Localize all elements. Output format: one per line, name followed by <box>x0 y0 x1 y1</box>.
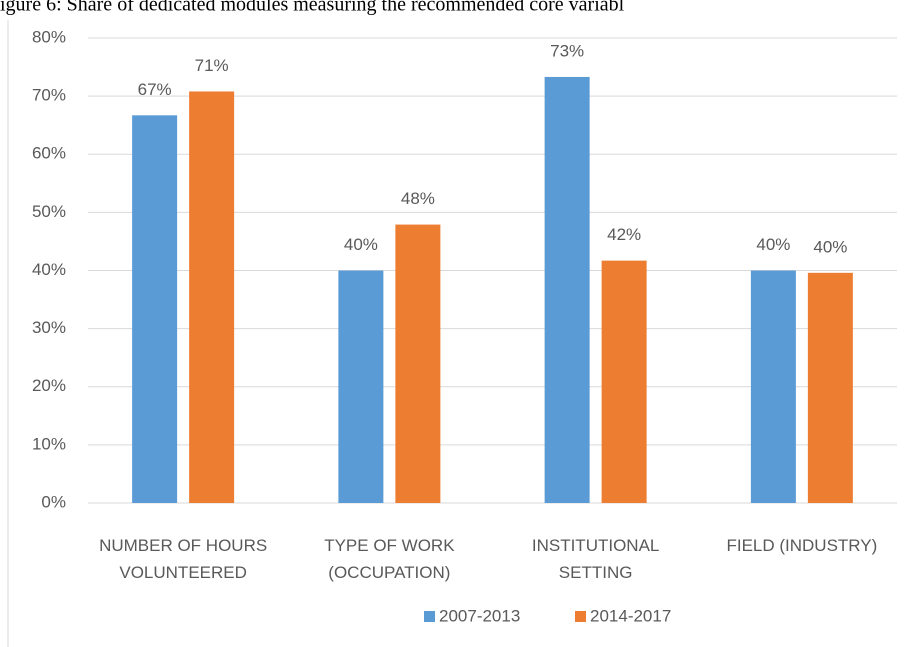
value-label: 67% <box>138 80 172 99</box>
x-tick-label-line: NUMBER OF HOURS <box>99 536 267 555</box>
y-tick-label: 60% <box>32 144 66 163</box>
y-tick-label: 40% <box>32 260 66 279</box>
value-label: 42% <box>607 225 641 244</box>
x-tick-label: FIELD (INDUSTRY) <box>726 536 877 555</box>
x-tick-label-line: VOLUNTEERED <box>119 563 247 582</box>
legend-swatch <box>424 611 435 622</box>
value-label: 40% <box>813 237 847 256</box>
x-tick-label-line: (OCCUPATION) <box>328 563 450 582</box>
x-tick-label-line: SETTING <box>559 563 633 582</box>
bar <box>750 270 796 503</box>
legend-label: 2007-2013 <box>439 606 520 625</box>
bar <box>189 91 235 503</box>
value-label: 48% <box>401 189 435 208</box>
x-tick-label-line: FIELD (INDUSTRY) <box>726 536 877 555</box>
value-label: 73% <box>550 41 584 60</box>
y-tick-label: 80% <box>32 27 66 46</box>
chart-title: igure 6: Share of dedicated modules meas… <box>0 0 625 16</box>
legend-label: 2014-2017 <box>590 606 671 625</box>
bar <box>395 224 441 504</box>
y-tick-label: 70% <box>32 86 66 105</box>
x-tick-label: NUMBER OF HOURS VOLUNTEERED <box>99 536 267 582</box>
y-tick-label: 20% <box>32 376 66 395</box>
value-label: 71% <box>195 56 229 75</box>
bar <box>338 270 384 503</box>
bar <box>132 115 178 504</box>
y-tick-label: 30% <box>32 318 66 337</box>
legend-swatch <box>575 611 586 622</box>
x-tick-label-line: TYPE OF WORK <box>324 536 455 555</box>
bar <box>544 76 590 503</box>
x-tick-label: TYPE OF WORK (OCCUPATION) <box>324 536 455 582</box>
value-label: 40% <box>344 235 378 254</box>
bar <box>601 260 647 503</box>
x-tick-label-line: INSTITUTIONAL <box>532 536 660 555</box>
value-label: 40% <box>756 235 790 254</box>
x-tick-label: INSTITUTIONAL SETTING <box>532 536 660 582</box>
y-tick-label: 50% <box>32 202 66 221</box>
bar <box>807 272 853 503</box>
y-tick-label: 10% <box>32 434 66 453</box>
y-tick-label: 0% <box>41 492 66 511</box>
